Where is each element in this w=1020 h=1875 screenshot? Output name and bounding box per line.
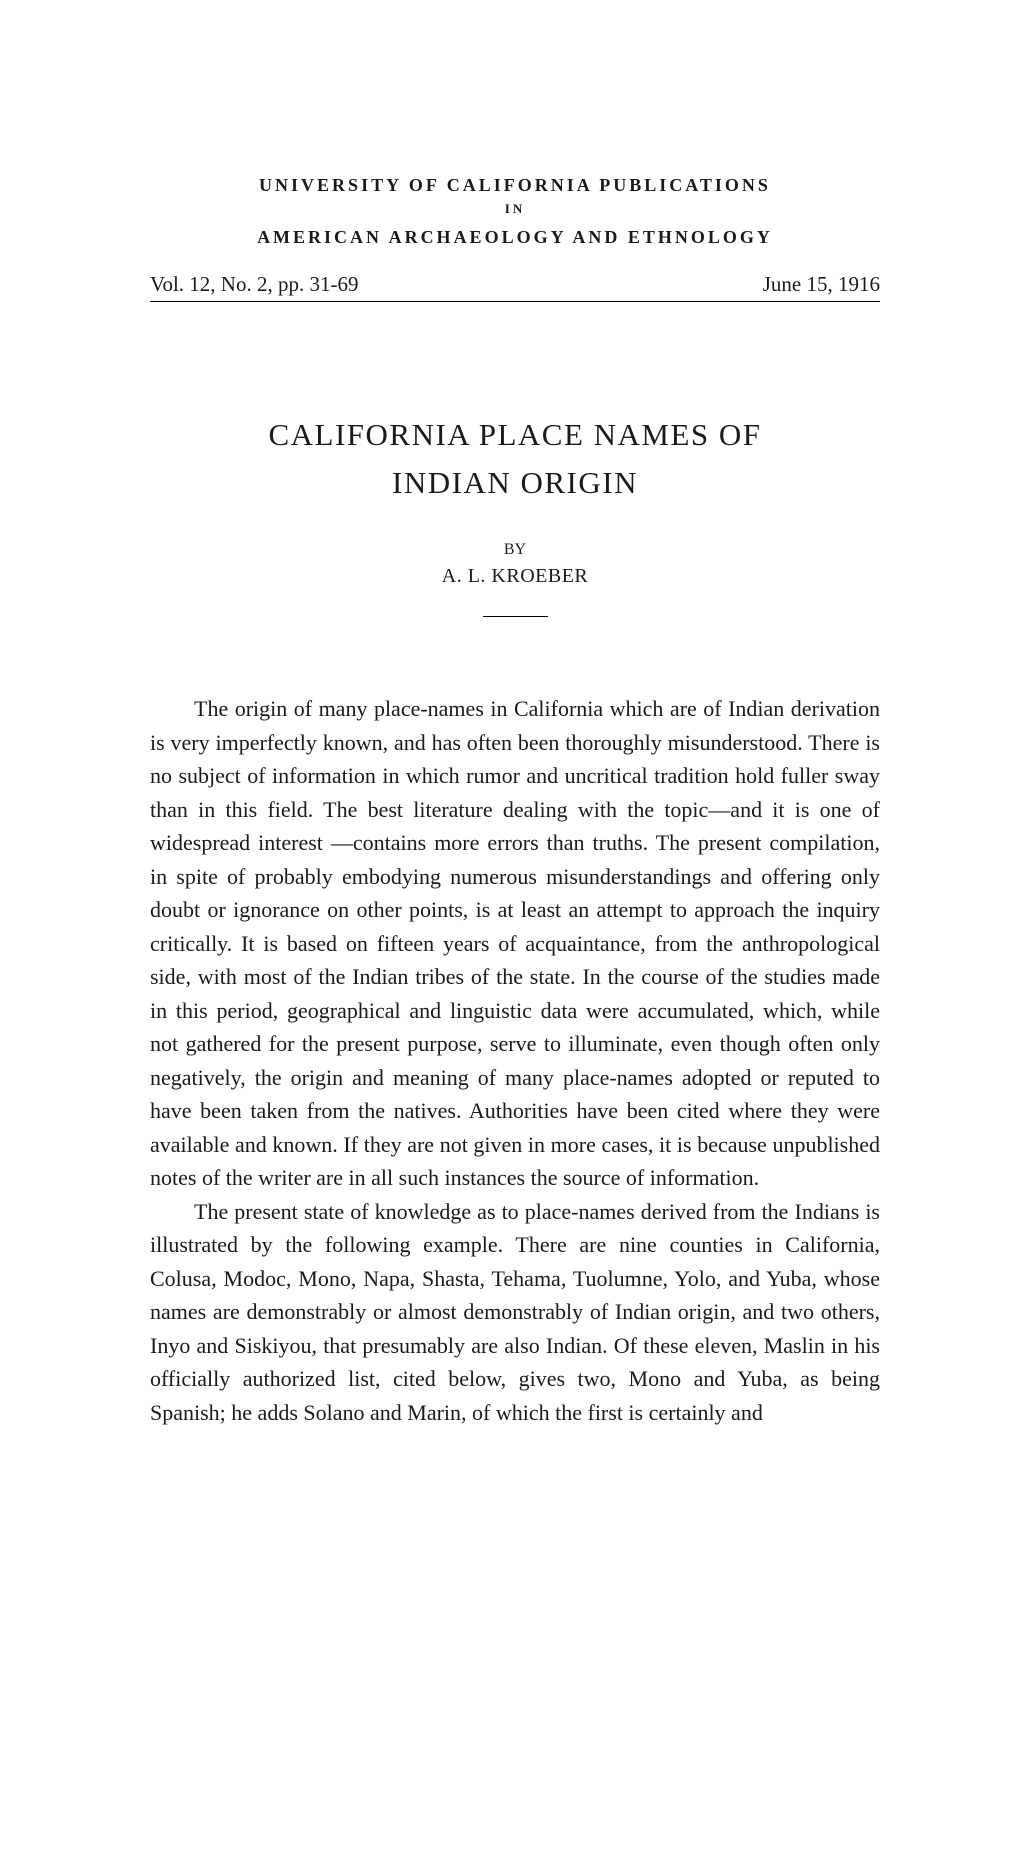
document-page: UNIVERSITY OF CALIFORNIA PUBLICATIONS IN… [0,0,1020,1875]
byline-by: BY [150,541,880,559]
publisher-line-2: AMERICAN ARCHAEOLOGY AND ETHNOLOGY [150,227,880,248]
article-title-line-2: INDIAN ORIGIN [150,465,880,501]
article-title-line-1: CALIFORNIA PLACE NAMES OF [150,417,880,453]
author-rule-wrap [150,604,880,622]
volume-pages: Vol. 12, No. 2, pp. 31-69 [150,272,358,297]
publisher-line-1: UNIVERSITY OF CALIFORNIA PUBLICATIONS [150,175,880,196]
issue-date: June 15, 1916 [763,272,880,297]
paragraph-1: The origin of many place-names in Califo… [150,692,880,1195]
byline-author: A. L. KROEBER [150,565,880,588]
header-rule [150,301,880,302]
publisher-in: IN [150,201,880,217]
body-text: The origin of many place-names in Califo… [150,692,880,1429]
issue-row: Vol. 12, No. 2, pp. 31-69 June 15, 1916 [150,272,880,297]
author-rule [483,616,548,617]
paragraph-2: The present state of knowledge as to pla… [150,1195,880,1430]
